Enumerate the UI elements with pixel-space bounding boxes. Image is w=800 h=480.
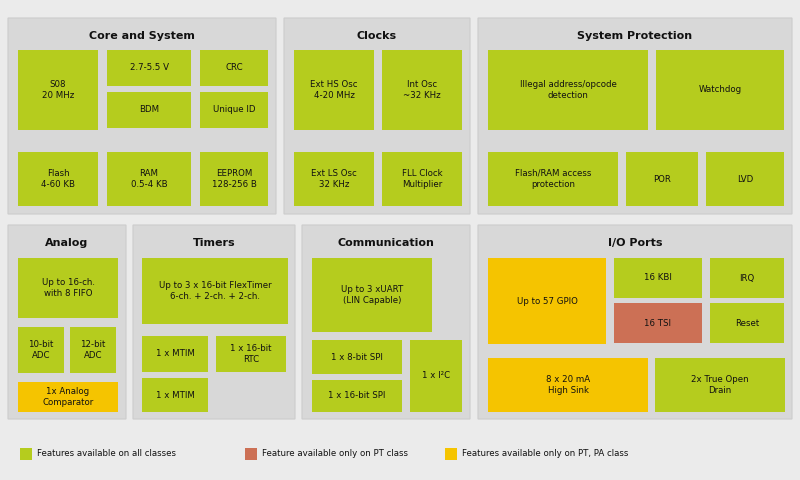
FancyBboxPatch shape xyxy=(302,225,470,419)
Text: Up to 57 GPIO: Up to 57 GPIO xyxy=(517,297,578,305)
FancyBboxPatch shape xyxy=(200,152,268,206)
FancyBboxPatch shape xyxy=(18,327,64,373)
FancyBboxPatch shape xyxy=(478,225,792,419)
FancyBboxPatch shape xyxy=(70,327,116,373)
Text: POR: POR xyxy=(653,175,671,183)
FancyBboxPatch shape xyxy=(488,152,618,206)
Text: I/O Ports: I/O Ports xyxy=(608,238,662,248)
FancyBboxPatch shape xyxy=(382,152,462,206)
Text: Flash
4-60 KB: Flash 4-60 KB xyxy=(41,169,75,189)
FancyBboxPatch shape xyxy=(142,258,288,324)
FancyBboxPatch shape xyxy=(200,92,268,128)
FancyBboxPatch shape xyxy=(614,303,702,343)
FancyBboxPatch shape xyxy=(312,258,432,332)
FancyBboxPatch shape xyxy=(216,336,286,372)
Text: 1 x I²C: 1 x I²C xyxy=(422,372,450,381)
Text: CRC: CRC xyxy=(225,63,243,72)
FancyBboxPatch shape xyxy=(656,50,784,130)
FancyBboxPatch shape xyxy=(284,18,470,214)
Text: 2x True Open
Drain: 2x True Open Drain xyxy=(691,375,749,395)
Text: Ext LS Osc
32 KHz: Ext LS Osc 32 KHz xyxy=(311,169,357,189)
FancyBboxPatch shape xyxy=(200,50,268,86)
FancyBboxPatch shape xyxy=(710,258,784,298)
Text: BDM: BDM xyxy=(139,106,159,115)
Text: Clocks: Clocks xyxy=(357,31,397,41)
Text: 8 x 20 mA
High Sink: 8 x 20 mA High Sink xyxy=(546,375,590,395)
Text: 1 x 16-bit SPI: 1 x 16-bit SPI xyxy=(328,392,386,400)
Text: 1 x 16-bit
RTC: 1 x 16-bit RTC xyxy=(230,344,272,364)
Text: 1 x 8-bit SPI: 1 x 8-bit SPI xyxy=(331,352,383,361)
Text: 1 x MTIM: 1 x MTIM xyxy=(155,349,194,359)
FancyBboxPatch shape xyxy=(107,50,191,86)
Text: IRQ: IRQ xyxy=(739,274,754,283)
Text: 1 x MTIM: 1 x MTIM xyxy=(155,391,194,399)
FancyBboxPatch shape xyxy=(133,225,295,419)
Text: 12-bit
ADC: 12-bit ADC xyxy=(80,340,106,360)
Text: RAM
0.5-4 KB: RAM 0.5-4 KB xyxy=(130,169,167,189)
FancyBboxPatch shape xyxy=(614,258,702,298)
FancyBboxPatch shape xyxy=(18,382,118,412)
FancyBboxPatch shape xyxy=(655,358,785,412)
Text: Core and System: Core and System xyxy=(89,31,195,41)
Text: System Protection: System Protection xyxy=(578,31,693,41)
Text: FLL Clock
Multiplier: FLL Clock Multiplier xyxy=(402,169,442,189)
Text: Timers: Timers xyxy=(193,238,235,248)
FancyBboxPatch shape xyxy=(312,380,402,412)
FancyBboxPatch shape xyxy=(382,50,462,130)
FancyBboxPatch shape xyxy=(18,50,98,130)
Text: 1x Analog
Comparator: 1x Analog Comparator xyxy=(42,387,94,407)
Text: Flash/RAM access
protection: Flash/RAM access protection xyxy=(515,169,591,189)
FancyBboxPatch shape xyxy=(142,336,208,372)
Text: Up to 16-ch.
with 8 FIFO: Up to 16-ch. with 8 FIFO xyxy=(42,278,94,298)
Text: Communication: Communication xyxy=(338,238,434,248)
FancyBboxPatch shape xyxy=(0,428,800,480)
FancyBboxPatch shape xyxy=(445,448,457,460)
Text: Int Osc
~32 KHz: Int Osc ~32 KHz xyxy=(403,80,441,100)
Text: EEPROM
128-256 B: EEPROM 128-256 B xyxy=(211,169,257,189)
Text: Analog: Analog xyxy=(46,238,89,248)
Text: 10-bit
ADC: 10-bit ADC xyxy=(28,340,54,360)
FancyBboxPatch shape xyxy=(706,152,784,206)
FancyBboxPatch shape xyxy=(478,18,792,214)
Text: Features available only on PT, PA class: Features available only on PT, PA class xyxy=(462,449,628,458)
FancyBboxPatch shape xyxy=(107,92,191,128)
Text: 16 TSI: 16 TSI xyxy=(645,319,671,327)
FancyBboxPatch shape xyxy=(8,225,126,419)
FancyBboxPatch shape xyxy=(410,340,462,412)
Text: Up to 3 x 16-bit FlexTimer
6-ch. + 2-ch. + 2-ch.: Up to 3 x 16-bit FlexTimer 6-ch. + 2-ch.… xyxy=(158,281,271,301)
FancyBboxPatch shape xyxy=(710,303,784,343)
FancyBboxPatch shape xyxy=(294,50,374,130)
FancyBboxPatch shape xyxy=(488,258,606,344)
Text: 16 KBI: 16 KBI xyxy=(644,274,672,283)
Text: Features available on all classes: Features available on all classes xyxy=(37,449,176,458)
Text: Watchdog: Watchdog xyxy=(698,85,742,95)
FancyBboxPatch shape xyxy=(8,18,276,214)
FancyBboxPatch shape xyxy=(245,448,257,460)
Text: Illegal address/opcode
detection: Illegal address/opcode detection xyxy=(519,80,617,100)
Text: Unique ID: Unique ID xyxy=(213,106,255,115)
Text: Reset: Reset xyxy=(735,319,759,327)
FancyBboxPatch shape xyxy=(20,448,32,460)
Text: 2.7-5.5 V: 2.7-5.5 V xyxy=(130,63,169,72)
Text: Feature available only on PT class: Feature available only on PT class xyxy=(262,449,408,458)
FancyBboxPatch shape xyxy=(312,340,402,374)
FancyBboxPatch shape xyxy=(488,358,648,412)
Text: Ext HS Osc
4-20 MHz: Ext HS Osc 4-20 MHz xyxy=(310,80,358,100)
FancyBboxPatch shape xyxy=(142,378,208,412)
FancyBboxPatch shape xyxy=(626,152,698,206)
FancyBboxPatch shape xyxy=(18,258,118,318)
FancyBboxPatch shape xyxy=(107,152,191,206)
FancyBboxPatch shape xyxy=(18,152,98,206)
Text: S08
20 MHz: S08 20 MHz xyxy=(42,80,74,100)
FancyBboxPatch shape xyxy=(488,50,648,130)
FancyBboxPatch shape xyxy=(294,152,374,206)
Text: Up to 3 xUART
(LIN Capable): Up to 3 xUART (LIN Capable) xyxy=(341,285,403,305)
Text: LVD: LVD xyxy=(737,175,753,183)
